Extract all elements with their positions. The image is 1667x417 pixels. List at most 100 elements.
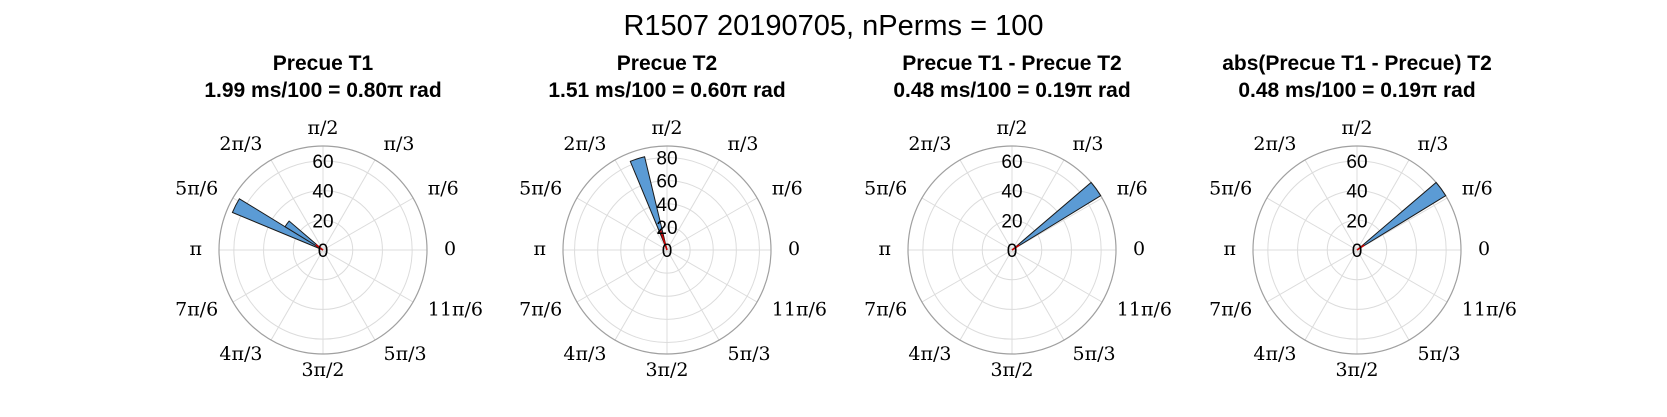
angle-tick-label: 0 — [1478, 238, 1490, 260]
histogram-bar — [1356, 181, 1447, 251]
histogram-bar — [1011, 181, 1102, 251]
radial-tick-label: 20 — [656, 218, 677, 239]
grid-circle — [292, 219, 354, 281]
outer-ring — [907, 145, 1117, 355]
radial-tick-label: 40 — [1001, 182, 1022, 203]
histogram-bar — [629, 156, 668, 251]
spoke-line — [322, 197, 414, 251]
angle-tick-label: 5π/3 — [728, 343, 771, 365]
spoke-line — [1356, 159, 1410, 251]
spoke-line — [576, 197, 668, 251]
grid-circle — [1297, 190, 1417, 310]
mean-vector — [659, 229, 668, 251]
radial-tick-label: 20 — [1346, 211, 1367, 232]
chart-title: Precue T2 — [616, 52, 718, 75]
figure-title: R1507 20190705, nPerms = 100 — [623, 10, 1044, 42]
angle-tick-label: π/6 — [1117, 178, 1148, 200]
angle-tick-label: 4π/3 — [563, 343, 606, 365]
spoke-line — [576, 249, 668, 303]
angle-tick-label: 5π/6 — [1209, 178, 1252, 200]
spoke-line — [1266, 197, 1358, 251]
radial-tick-label: 0 — [318, 241, 329, 262]
angle-tick-label: 7π/6 — [519, 299, 562, 321]
polar-chart-3: Precue T1 - Precue T2 0.48 ms/100 = 0.19… — [832, 0, 1192, 417]
radial-tick-label: 40 — [1346, 182, 1367, 203]
polar-chart-2: Precue T2 1.51 ms/100 = 0.60π rad 0 20 40 6… — [487, 0, 847, 417]
polar-plot: 0204060800π/6π/3π/22π/35π/6π7π/64π/33π/2… — [519, 117, 827, 381]
angle-tick-label: 7π/6 — [864, 299, 907, 321]
angle-tick-label: 2π/3 — [908, 133, 951, 155]
histogram-bar — [284, 220, 324, 251]
radial-tick-label: 80 — [656, 149, 677, 170]
spoke-line — [232, 249, 324, 303]
angle-tick-label: 3π/2 — [301, 359, 344, 381]
grid-circle — [981, 219, 1043, 281]
angle-tick-label: 11π/6 — [1462, 299, 1517, 321]
polar-plot: 0 20 40 60 0 π/6 π/3 π/2 2π/3 5π/6 π 7π/64π/3 3π/2 5π… — [864, 117, 1172, 381]
spoke-line — [322, 159, 376, 251]
radial-tick-label: 20 — [1001, 211, 1022, 232]
angle-tick-label: 5π/3 — [1073, 343, 1116, 365]
radial-tick-label: 60 — [312, 152, 333, 173]
angle-tick-label: π — [879, 238, 892, 260]
polar-plot: 0 20 40 60 0 π/6 π/3 π/2 2π/3 5π/6 π 7π/64π/3 3π/2 5π… — [175, 117, 483, 381]
angle-tick-label: 4π/3 — [219, 343, 262, 365]
radial-tick-label: 0 — [1007, 241, 1018, 262]
angle-tick-label: π/6 — [428, 178, 459, 200]
angle-tick-label: 5π/6 — [864, 178, 907, 200]
angle-tick-label: π/3 — [728, 133, 759, 155]
angle-tick-label: 11π/6 — [772, 299, 827, 321]
spoke-line — [322, 249, 414, 303]
grid-circle — [922, 160, 1102, 340]
angle-tick-label: π/2 — [652, 117, 683, 139]
angle-tick-label: 0 — [444, 238, 456, 260]
angle-tick-label: π/6 — [1462, 178, 1493, 200]
angle-tick-label: 3π/2 — [645, 359, 688, 381]
mean-vector — [315, 244, 324, 251]
spoke-line — [1266, 249, 1358, 303]
outer-ring — [562, 145, 772, 355]
angle-tick-label: 7π/6 — [1209, 299, 1252, 321]
spoke-line — [270, 159, 324, 251]
radial-tick-label: 0 — [662, 241, 673, 262]
angle-tick-label: 2π/3 — [219, 133, 262, 155]
outer-ring — [218, 145, 428, 355]
angle-tick-label: π — [190, 238, 203, 260]
radial-tick-label: 40 — [656, 195, 677, 216]
grid-circle — [233, 160, 413, 340]
angle-tick-label: 11π/6 — [428, 299, 483, 321]
radial-tick-label: 60 — [656, 172, 677, 193]
radial-tick-label: 40 — [312, 182, 333, 203]
angle-tick-label: 2π/3 — [1253, 133, 1296, 155]
spoke-line — [1011, 249, 1103, 303]
grid-circle — [643, 226, 691, 274]
angle-tick-label: π/2 — [308, 117, 339, 139]
spoke-line — [270, 249, 324, 341]
spoke-line — [1011, 159, 1065, 251]
chart-subtitle: 1.51 ms/100 = 0.60π rad — [548, 79, 786, 102]
grid-circle — [1267, 160, 1447, 340]
spoke-line — [921, 197, 1013, 251]
spoke-line — [1356, 249, 1448, 303]
chart-subtitle: 0.48 ms/100 = 0.19π rad — [893, 79, 1131, 102]
angle-tick-label: 5π/3 — [1418, 343, 1461, 365]
spoke-line — [921, 249, 1013, 303]
angle-tick-label: 4π/3 — [1253, 343, 1296, 365]
angle-tick-label: 3π/2 — [990, 359, 1033, 381]
spoke-line — [1304, 159, 1358, 251]
grid-circle — [574, 157, 760, 343]
grid-circle — [1326, 219, 1388, 281]
angle-tick-label: 0 — [788, 238, 800, 260]
spoke-line — [1356, 249, 1410, 341]
chart-title: abs(Precue T1 - Precue) T2 — [1222, 52, 1492, 75]
radial-tick-label: 0 — [1352, 241, 1363, 262]
polar-chart-4: abs(Precue T1 - Precue) T2 0.48 ms/100 =… — [1177, 0, 1537, 417]
spoke-line — [666, 249, 720, 341]
radial-tick-label: 20 — [312, 211, 333, 232]
angle-tick-label: π/3 — [1418, 133, 1449, 155]
chart-subtitle: 0.48 ms/100 = 0.19π rad — [1238, 79, 1476, 102]
angle-tick-label: π — [534, 238, 547, 260]
chart-title: Precue T1 — [272, 52, 374, 75]
angle-tick-label: π/2 — [997, 117, 1028, 139]
histogram-bar — [231, 198, 324, 251]
